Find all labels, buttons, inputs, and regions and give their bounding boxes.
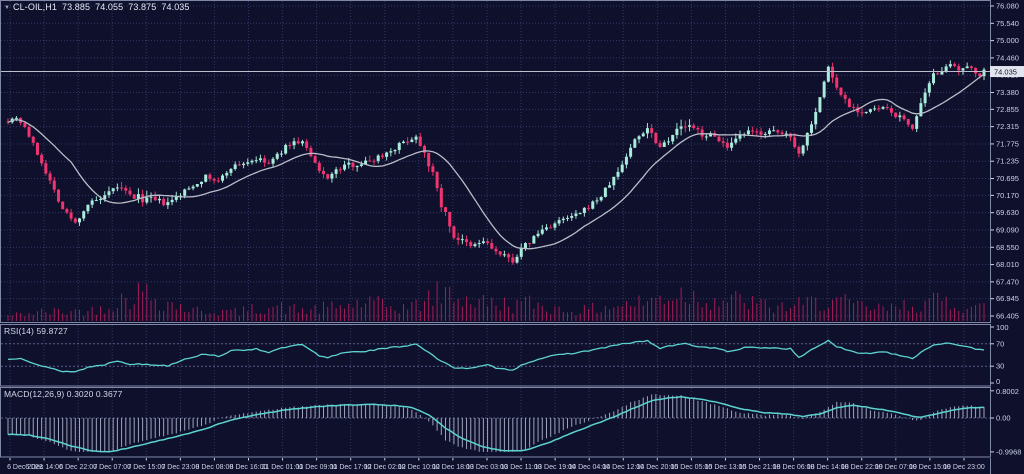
- high-value: 74.055: [95, 2, 124, 12]
- svg-text:70: 70: [996, 339, 1004, 348]
- svg-text:70.170: 70.170: [996, 191, 1019, 200]
- moving-average-line: [7, 73, 985, 250]
- svg-text:6 Dec 2023: 6 Dec 2023: [7, 464, 43, 471]
- rsi-axis-labels[interactable]: 100 70 30 0: [990, 324, 1009, 386]
- svg-text:14 Dec 04:00: 14 Dec 04:00: [568, 464, 610, 471]
- svg-text:11 Dec 01:00: 11 Dec 01:00: [262, 464, 303, 471]
- low-value: 73.875: [128, 2, 157, 12]
- open-value: 73.885: [61, 2, 91, 12]
- rsi-grid: [1, 325, 990, 386]
- svg-text:30: 30: [996, 362, 1004, 371]
- svg-text:11 Dec 09:00: 11 Dec 09:00: [296, 464, 337, 471]
- svg-text:7 Dec 15:00: 7 Dec 15:00: [127, 464, 165, 471]
- svg-text:14 Dec 12:00: 14 Dec 12:00: [602, 464, 644, 471]
- svg-text:69.090: 69.090: [996, 225, 1019, 234]
- rsi-indicator-panel[interactable]: 100 70 30 0: [0, 324, 1024, 387]
- svg-text:15 Dec 13:00: 15 Dec 13:00: [705, 464, 747, 471]
- svg-text:72.315: 72.315: [996, 122, 1019, 131]
- macd-signal-line: [7, 396, 985, 453]
- price-grid: [1, 1, 990, 322]
- svg-text:12 Dec 02:00: 12 Dec 02:00: [364, 464, 406, 471]
- svg-text:8 Dec 08:00: 8 Dec 08:00: [196, 464, 234, 471]
- svg-text:75.000: 75.000: [996, 36, 1019, 45]
- svg-text:71.235: 71.235: [996, 157, 1019, 166]
- svg-text:14 Dec 20:00: 14 Dec 20:00: [637, 464, 679, 471]
- chart-ohlc-header: ▼ CL-OIL,H1 73.885 74.055 73.875 74.035: [4, 2, 190, 13]
- svg-text:8 Dec 16:00: 8 Dec 16:00: [230, 464, 268, 471]
- svg-text:11 Dec 17:00: 11 Dec 17:00: [330, 464, 371, 471]
- macd-indicator-panel[interactable]: 0.8002 0.00 -0.9968: [0, 387, 1024, 458]
- svg-text:100: 100: [996, 324, 1009, 332]
- svg-text:0: 0: [996, 377, 1000, 386]
- close-value: 74.035: [161, 2, 190, 12]
- svg-text:6 Dec 14:00: 6 Dec 14:00: [25, 464, 63, 471]
- svg-text:15 Dec 21:00: 15 Dec 21:00: [739, 464, 781, 471]
- svg-text:69.630: 69.630: [996, 208, 1019, 217]
- svg-text:74.035: 74.035: [994, 68, 1017, 77]
- svg-text:6 Dec 22:00: 6 Dec 22:00: [59, 464, 97, 471]
- svg-text:66.405: 66.405: [996, 312, 1019, 321]
- candles: [6, 60, 986, 265]
- svg-text:18 Dec 06:00: 18 Dec 06:00: [773, 464, 815, 471]
- svg-text:70.695: 70.695: [996, 174, 1019, 183]
- macd-panel-frame: [0, 387, 991, 458]
- svg-text:12 Dec 18:00: 12 Dec 18:00: [432, 464, 474, 471]
- svg-text:72.855: 72.855: [996, 105, 1019, 114]
- svg-text:73.380: 73.380: [996, 88, 1019, 97]
- rsi-panel-label: RSI(14) 59.8727: [4, 326, 68, 336]
- macd-axis-labels[interactable]: 0.8002 0.00 -0.9968: [990, 387, 1022, 456]
- svg-text:19 Dec 07:00: 19 Dec 07:00: [875, 464, 917, 471]
- svg-text:13 Dec 19:00: 13 Dec 19:00: [534, 464, 576, 471]
- svg-text:19 Dec 23:00: 19 Dec 23:00: [943, 464, 985, 471]
- current-price-badge: 74.035: [990, 66, 1024, 78]
- price-chart-panel[interactable]: 76.08075.54075.00074.46073.92073.38072.8…: [0, 0, 1024, 324]
- svg-text:7 Dec 07:00: 7 Dec 07:00: [93, 464, 131, 471]
- svg-text:-0.9968: -0.9968: [996, 447, 1021, 456]
- macd-histogram: [7, 394, 985, 452]
- svg-text:0.00: 0.00: [996, 414, 1011, 423]
- svg-text:67.470: 67.470: [996, 277, 1019, 286]
- collapse-triangle-icon[interactable]: ▼: [4, 5, 11, 11]
- svg-text:19 Dec 15:00: 19 Dec 15:00: [909, 464, 951, 471]
- svg-text:0.8002: 0.8002: [996, 387, 1019, 396]
- svg-text:7 Dec 23:00: 7 Dec 23:00: [161, 464, 199, 471]
- svg-text:13 Dec 11:00: 13 Dec 11:00: [500, 464, 541, 471]
- svg-text:76.080: 76.080: [996, 2, 1019, 11]
- svg-text:74.460: 74.460: [996, 53, 1019, 62]
- svg-text:68.550: 68.550: [996, 243, 1019, 252]
- svg-text:71.775: 71.775: [996, 139, 1019, 148]
- price-axis-labels[interactable]: 76.08075.54075.00074.46073.92073.38072.8…: [990, 2, 1019, 321]
- symbol-timeframe-label: CL-OIL,H1: [13, 2, 57, 12]
- svg-text:13 Dec 03:00: 13 Dec 03:00: [466, 464, 508, 471]
- volume-bars: [7, 281, 985, 321]
- svg-text:66.945: 66.945: [996, 294, 1019, 303]
- svg-text:18 Dec 22:00: 18 Dec 22:00: [841, 464, 883, 471]
- svg-text:68.010: 68.010: [996, 260, 1019, 269]
- macd-grid: [1, 388, 990, 457]
- svg-text:15 Dec 05:00: 15 Dec 05:00: [671, 464, 713, 471]
- svg-text:18 Dec 14:00: 18 Dec 14:00: [807, 464, 849, 471]
- macd-panel-label: MACD(12,26,9) 0.3020 0.3677: [4, 389, 123, 399]
- svg-text:12 Dec 10:00: 12 Dec 10:00: [398, 464, 440, 471]
- svg-text:75.540: 75.540: [996, 19, 1019, 28]
- rsi-line: [7, 339, 985, 373]
- rsi-panel-frame: [0, 324, 991, 387]
